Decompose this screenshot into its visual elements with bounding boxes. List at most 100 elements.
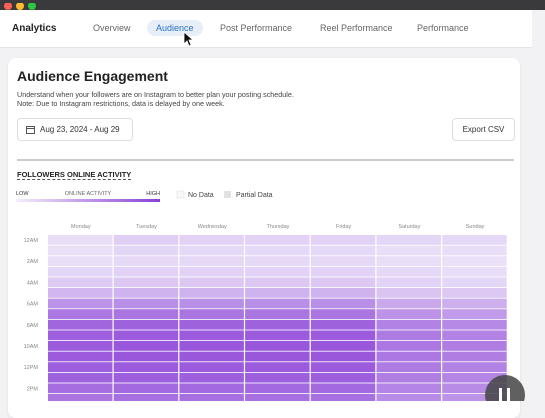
- heatmap-cell: [310, 341, 376, 351]
- heatmap-cell: [310, 383, 376, 394]
- heatmap-cell: [245, 256, 310, 266]
- pause-button[interactable]: [485, 375, 525, 401]
- heatmap-cell: [245, 245, 310, 256]
- heatmap-cell: [113, 277, 179, 288]
- heatmap-cell: [113, 245, 179, 256]
- tab[interactable]: Post Performance: [220, 23, 293, 33]
- heatmap-cell: [113, 288, 179, 298]
- heatmap-cell: [113, 362, 179, 372]
- tab[interactable]: Audience: [147, 20, 203, 36]
- tab[interactable]: Performance: [417, 23, 469, 33]
- tab[interactable]: Overview: [93, 23, 131, 33]
- heatmap-cell: [442, 298, 507, 309]
- window-bar: [0, 0, 545, 10]
- heatmap-cell: [113, 319, 179, 330]
- heatmap-cell: [179, 245, 244, 256]
- export-button[interactable]: Export CSV: [452, 118, 515, 141]
- heatmap-cell: [310, 288, 376, 298]
- heatmap-cell: [179, 298, 244, 309]
- heatmap-cell: [310, 309, 376, 319]
- heatmap-cell: [442, 351, 507, 362]
- heatmap-cell: [376, 319, 441, 330]
- calendar-icon: [26, 126, 35, 134]
- row-label: 6AM: [27, 302, 39, 308]
- heatmap-cell: [113, 351, 179, 362]
- heatmap-cell: [245, 394, 310, 401]
- heatmap-cell: [245, 372, 310, 383]
- heatmap-cell: [48, 288, 113, 298]
- column-label: Wednesday: [198, 224, 227, 230]
- heatmap-cell: [179, 383, 244, 394]
- heatmap-cell: [442, 266, 507, 277]
- divider: [17, 159, 514, 161]
- heatmap-cell: [442, 330, 507, 341]
- cursor: [183, 31, 195, 47]
- heatmap-cell: [442, 341, 507, 351]
- heatmap-cell: [245, 383, 310, 394]
- partial-swatch: [224, 191, 231, 198]
- heatmap-cell: [179, 277, 244, 288]
- heatmap-cell: [376, 330, 441, 341]
- section-title: FOLLOWERS ONLINE ACTIVITY: [17, 170, 132, 180]
- app-title: Analytics: [12, 23, 57, 34]
- heatmap-cell: [179, 330, 244, 341]
- heatmap-cell: [113, 383, 179, 394]
- heatmap-cell: [179, 266, 244, 277]
- heatmap-cell: [113, 309, 179, 319]
- heatmap-cell: [310, 351, 376, 362]
- legend-label: ONLINE ACTIVITY: [65, 191, 112, 197]
- row-label: 2PM: [27, 386, 39, 392]
- heatmap-cell: [310, 298, 376, 309]
- heatmap-cell: [113, 372, 179, 383]
- column-label: Thursday: [266, 224, 289, 230]
- column-label: Monday: [71, 224, 91, 230]
- heatmap-cell: [442, 235, 507, 245]
- heatmap-cell: [245, 277, 310, 288]
- heatmap-cell: [179, 309, 244, 319]
- pause-icon: [507, 388, 510, 401]
- heatmap-cell: [310, 256, 376, 266]
- heatmap-cell: [310, 372, 376, 383]
- heatmap-cell: [245, 330, 310, 341]
- no-data-swatch: [176, 190, 185, 199]
- heatmap-cell: [376, 256, 441, 266]
- row-label: 8AM: [27, 323, 39, 329]
- legend-partial: Partial Data: [236, 192, 273, 199]
- heatmap-cell: [376, 372, 441, 383]
- heatmap-cell: [48, 372, 113, 383]
- heatmap-cell: [442, 383, 507, 394]
- heatmap-cell: [48, 362, 113, 372]
- heatmap-cell: [48, 266, 113, 277]
- date-picker[interactable]: Aug 23, 2024 - Aug 29: [17, 118, 133, 141]
- column-label: Friday: [336, 224, 352, 230]
- heatmap-cell: [113, 266, 179, 277]
- row-label: 4AM: [27, 280, 39, 286]
- heatmap-cell: [48, 341, 113, 351]
- heatmap-cell: [442, 362, 507, 372]
- heatmap-cell: [442, 288, 507, 298]
- heatmap-cell: [245, 235, 310, 245]
- heatmap-cell: [113, 256, 179, 266]
- description: Note: Due to Instagram restrictions, dat…: [17, 99, 225, 108]
- heatmap-cell: [376, 309, 441, 319]
- heatmap-cell: [179, 319, 244, 330]
- heatmap-cell: [376, 394, 441, 401]
- heatmap-cell: [245, 319, 310, 330]
- heatmap-cell: [245, 341, 310, 351]
- heatmap-cell: [310, 362, 376, 372]
- heatmap-cell: [376, 341, 441, 351]
- heatmap-cell: [113, 330, 179, 341]
- heatmap-cell: [48, 319, 113, 330]
- legend-low: LOW: [16, 191, 29, 197]
- heatmap-cell: [179, 341, 244, 351]
- heatmap-cell: [48, 394, 113, 401]
- heatmap-cell: [48, 351, 113, 362]
- tab[interactable]: Reel Performance: [320, 23, 393, 33]
- heatmap-cell: [310, 245, 376, 256]
- heatmap-cell: [245, 266, 310, 277]
- row-label: 12AM: [24, 238, 39, 244]
- card-title: Audience Engagement: [17, 68, 168, 84]
- heatmap-cell: [179, 362, 244, 372]
- heatmap-cell: [113, 394, 179, 401]
